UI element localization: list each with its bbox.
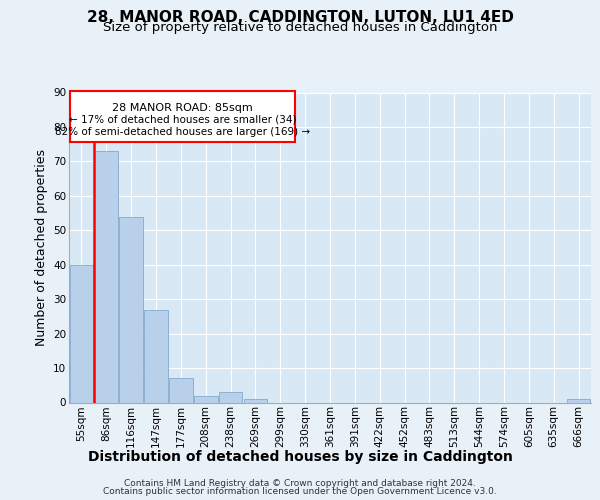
Bar — [244, 399, 267, 402]
Bar — [70, 264, 93, 402]
Text: ← 17% of detached houses are smaller (34): ← 17% of detached houses are smaller (34… — [69, 115, 296, 125]
Y-axis label: Number of detached properties: Number of detached properties — [35, 149, 47, 346]
Text: Contains HM Land Registry data © Crown copyright and database right 2024.: Contains HM Land Registry data © Crown c… — [124, 479, 476, 488]
Text: 28, MANOR ROAD, CADDINGTON, LUTON, LU1 4ED: 28, MANOR ROAD, CADDINGTON, LUTON, LU1 4… — [86, 10, 514, 25]
Bar — [94, 151, 118, 403]
Text: 82% of semi-detached houses are larger (169) →: 82% of semi-detached houses are larger (… — [55, 127, 310, 137]
Bar — [219, 392, 242, 402]
Bar — [144, 310, 168, 402]
Text: Contains public sector information licensed under the Open Government Licence v3: Contains public sector information licen… — [103, 488, 497, 496]
Text: Size of property relative to detached houses in Caddington: Size of property relative to detached ho… — [103, 21, 497, 34]
Bar — [169, 378, 193, 402]
FancyBboxPatch shape — [70, 91, 295, 142]
Text: 28 MANOR ROAD: 85sqm: 28 MANOR ROAD: 85sqm — [112, 103, 253, 113]
Bar — [119, 216, 143, 402]
Bar — [194, 396, 218, 402]
Text: Distribution of detached houses by size in Caddington: Distribution of detached houses by size … — [88, 450, 512, 464]
Bar — [567, 399, 590, 402]
